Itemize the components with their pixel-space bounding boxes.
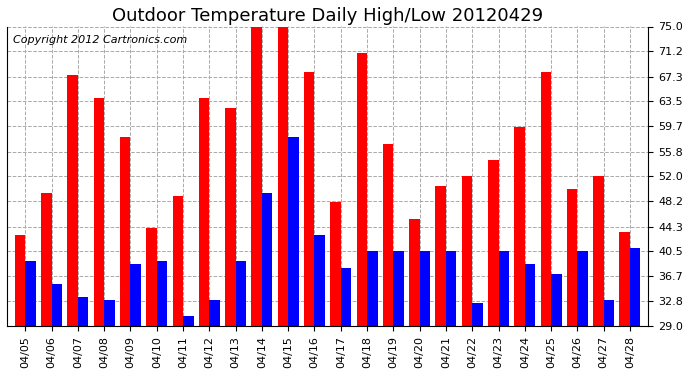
Bar	[472, 303, 483, 375]
Bar	[331, 202, 341, 375]
Title: Outdoor Temperature Daily High/Low 20120429: Outdoor Temperature Daily High/Low 20120…	[112, 7, 543, 25]
Bar	[78, 297, 88, 375]
Bar	[593, 176, 604, 375]
Bar	[304, 72, 315, 375]
Bar	[630, 248, 640, 375]
Bar	[104, 300, 115, 375]
Bar	[262, 193, 273, 375]
Bar	[94, 98, 104, 375]
Bar	[462, 176, 472, 375]
Bar	[446, 251, 457, 375]
Bar	[514, 128, 525, 375]
Text: Copyright 2012 Cartronics.com: Copyright 2012 Cartronics.com	[13, 36, 188, 45]
Bar	[120, 137, 130, 375]
Bar	[251, 27, 262, 375]
Bar	[420, 251, 430, 375]
Bar	[435, 186, 446, 375]
Bar	[14, 235, 26, 375]
Bar	[225, 108, 236, 375]
Bar	[341, 268, 351, 375]
Bar	[68, 75, 78, 375]
Bar	[288, 137, 299, 375]
Bar	[209, 300, 220, 375]
Bar	[551, 274, 562, 375]
Bar	[567, 189, 578, 375]
Bar	[367, 251, 377, 375]
Bar	[172, 196, 183, 375]
Bar	[578, 251, 588, 375]
Bar	[620, 232, 630, 375]
Bar	[357, 53, 367, 375]
Bar	[52, 284, 62, 375]
Bar	[393, 251, 404, 375]
Bar	[183, 316, 194, 375]
Bar	[277, 27, 288, 375]
Bar	[383, 144, 393, 375]
Bar	[236, 261, 246, 375]
Bar	[26, 261, 36, 375]
Bar	[146, 228, 157, 375]
Bar	[41, 193, 52, 375]
Bar	[199, 98, 209, 375]
Bar	[157, 261, 167, 375]
Bar	[315, 235, 325, 375]
Bar	[498, 251, 509, 375]
Bar	[488, 160, 498, 375]
Bar	[130, 264, 141, 375]
Bar	[409, 219, 420, 375]
Bar	[604, 300, 614, 375]
Bar	[540, 72, 551, 375]
Bar	[525, 264, 535, 375]
